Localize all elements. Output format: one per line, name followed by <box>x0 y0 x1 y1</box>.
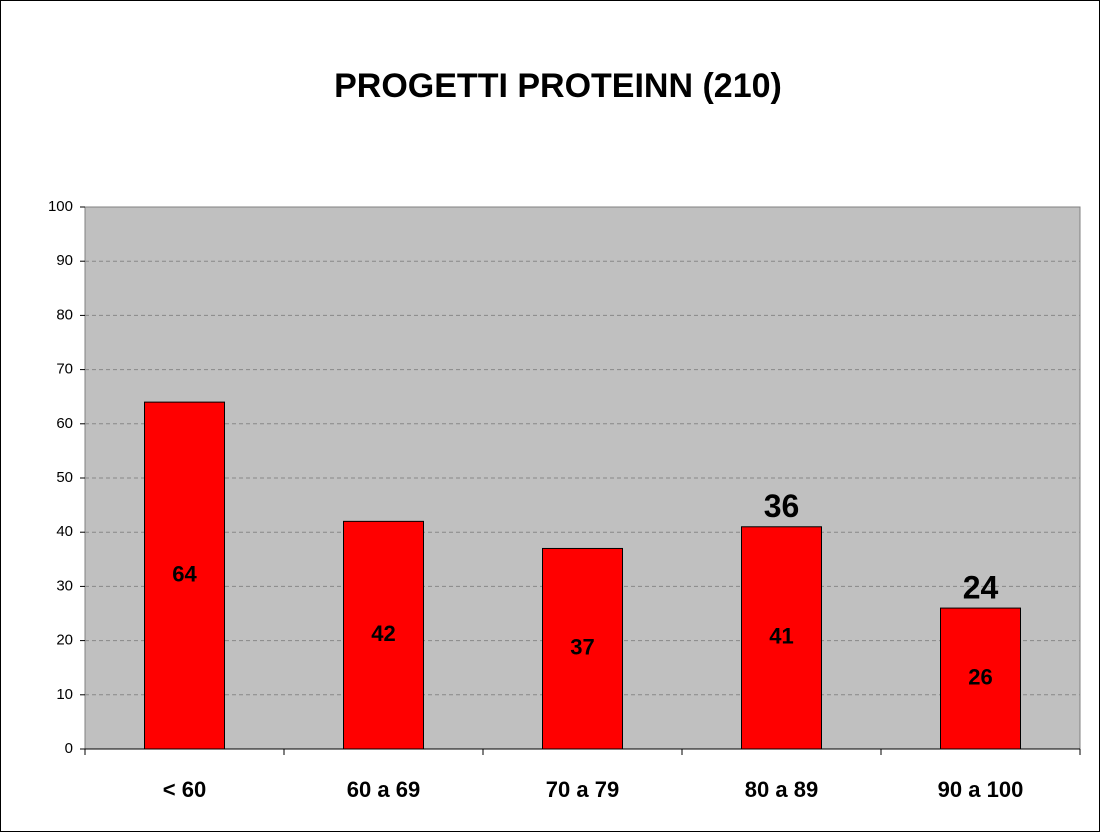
chart-title: PROGETTI PROTEINN (210) <box>334 67 782 105</box>
x-tick-label: 90 a 100 <box>938 777 1024 802</box>
y-tick-label: 70 <box>56 361 73 378</box>
bar <box>542 547 623 750</box>
data-label: 42 <box>371 621 395 646</box>
y-tick-label: 20 <box>56 632 73 649</box>
x-tick-label: < 60 <box>163 777 206 802</box>
x-tick-label: 70 a 79 <box>546 777 619 802</box>
y-tick-label: 30 <box>56 577 73 594</box>
y-tick-label: 0 <box>65 740 73 757</box>
data-label: 41 <box>769 624 793 649</box>
data-label: 64 <box>172 561 197 586</box>
bar <box>343 520 424 750</box>
data-label: 37 <box>570 635 594 660</box>
bar <box>940 607 1021 750</box>
y-tick-label: 50 <box>56 469 73 486</box>
y-tick-label: 10 <box>56 686 73 703</box>
y-tick-label: 40 <box>56 523 73 540</box>
bar <box>144 401 225 750</box>
y-tick-label: 60 <box>56 415 73 432</box>
y-tick-label: 100 <box>48 198 73 215</box>
y-tick-label: 80 <box>56 306 73 323</box>
data-label: 26 <box>968 664 992 689</box>
y-tick-label: 90 <box>56 252 73 269</box>
bar <box>741 526 822 750</box>
annotation: 24 <box>963 570 999 606</box>
x-tick-label: 60 a 69 <box>347 777 420 802</box>
annotation: 36 <box>764 488 800 524</box>
x-tick-label: 80 a 89 <box>745 777 818 802</box>
